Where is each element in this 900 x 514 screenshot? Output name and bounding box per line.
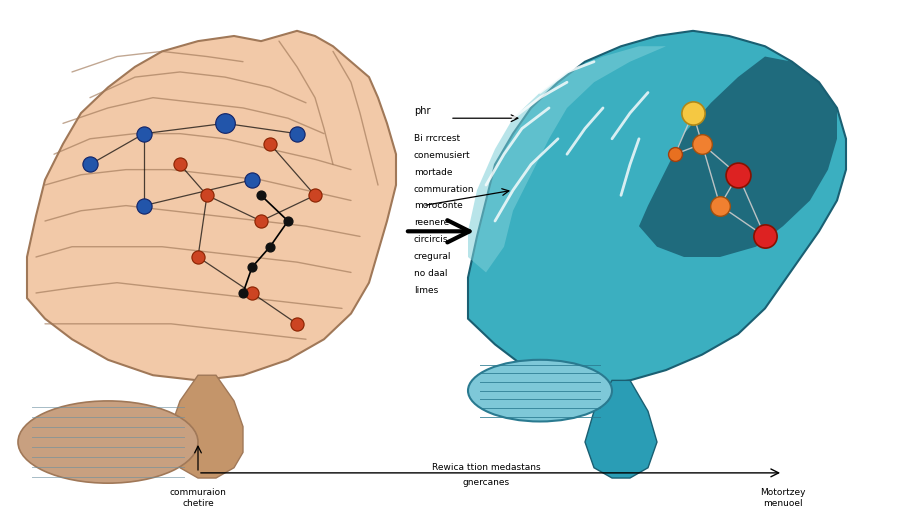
Polygon shape [27,31,396,380]
Point [173,160,187,169]
Point [200,191,214,199]
Point [281,217,295,225]
Polygon shape [171,375,243,478]
Point [758,232,772,241]
Point [137,130,151,138]
Point [731,171,745,179]
Point [236,289,250,297]
Point [245,289,259,297]
Polygon shape [585,380,657,478]
Polygon shape [468,31,846,385]
Text: circircis: circircis [414,235,448,245]
Point [254,217,268,225]
Point [137,201,151,210]
Point [191,253,205,261]
Point [290,130,304,138]
Text: phr: phr [414,106,430,116]
Text: limes: limes [414,286,438,296]
Text: no daal: no daal [414,269,447,279]
Point [254,191,268,199]
Point [308,191,322,199]
Point [245,263,259,271]
Point [668,150,682,158]
Text: gnercanes: gnercanes [463,478,509,487]
Text: mortade: mortade [414,168,453,177]
Text: Bi rrcrcest: Bi rrcrcest [414,134,460,143]
Text: conemusiert: conemusiert [414,151,471,160]
Polygon shape [468,46,666,272]
Point [695,140,709,148]
Text: cregural: cregural [414,252,452,262]
Point [245,176,259,184]
Text: Rewica ttion medastans: Rewica ttion medastans [432,463,540,472]
Point [686,109,700,117]
Point [713,201,727,210]
Text: Motortzey
menuoel: Motortzey menuoel [760,488,806,508]
Text: commuration: commuration [414,185,474,194]
Text: moroconte: moroconte [414,201,463,211]
Polygon shape [639,57,837,257]
Point [218,119,232,127]
Ellipse shape [468,360,612,421]
Point [83,160,97,169]
Point [263,243,277,251]
Point [263,140,277,148]
Text: reenere: reenere [414,218,449,228]
Ellipse shape [18,401,198,483]
Text: commuraion
chetire: commuraion chetire [169,488,227,508]
Point [290,320,304,328]
